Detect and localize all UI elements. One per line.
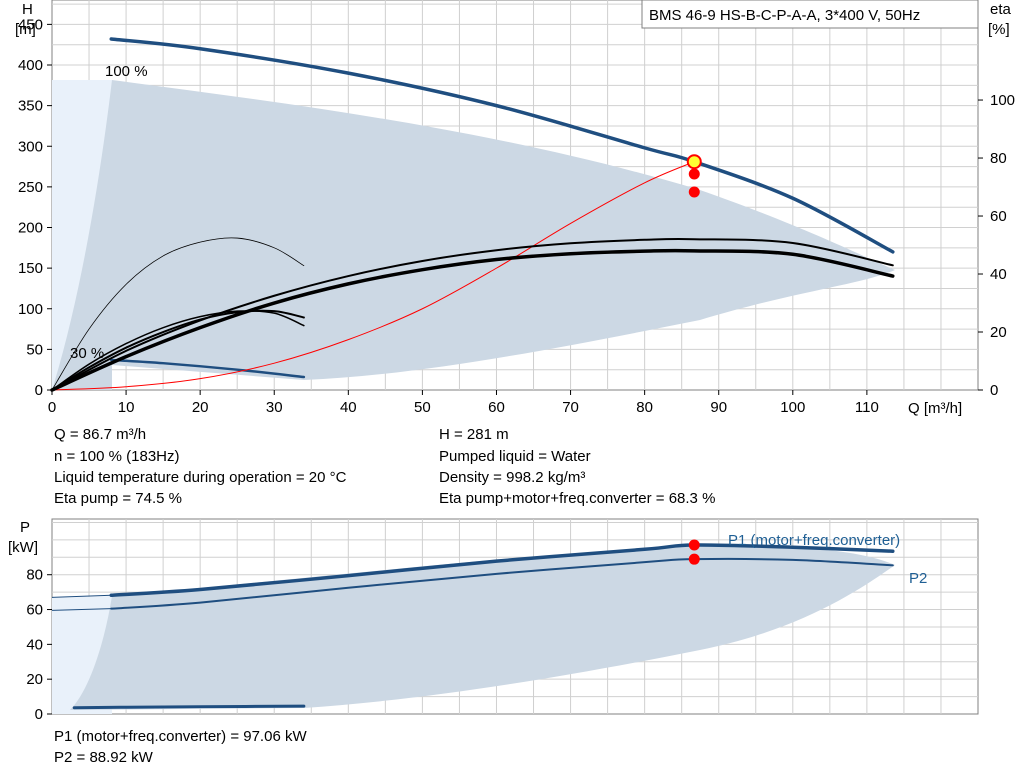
info-n: n = 100 % (183Hz) <box>54 448 180 465</box>
operating-range-area <box>112 80 895 380</box>
p-axis-symbol: P <box>20 519 30 536</box>
eta-pump-curve-100 <box>50 248 895 392</box>
x-tick-label: 20 <box>192 399 209 416</box>
y-tick-label: 450 <box>18 16 43 33</box>
y-tick-label: 400 <box>18 57 43 74</box>
info-eta-total: Eta pump+motor+freq.converter = 68.3 % <box>439 490 715 507</box>
eta-pump-curve-30 <box>51 309 305 391</box>
duty-point-head <box>686 154 702 170</box>
x-tick-label: 60 <box>488 399 505 416</box>
y2-tick-label: 20 <box>990 324 1007 341</box>
y-tick-label: 150 <box>18 260 43 277</box>
p1-series-label: P1 (motor+freq.converter) <box>728 532 900 549</box>
eta-axis-unit: [%] <box>988 21 1010 38</box>
info-eta-pump: Eta pump = 74.5 % <box>54 490 182 507</box>
info-density: Density = 998.2 kg/m³ <box>439 469 585 486</box>
top-x-ticks: 0 10 20 30 40 50 60 70 80 90 100 110 <box>48 390 879 416</box>
y-tick-label: 300 <box>18 138 43 155</box>
duty-point-eta <box>688 186 700 198</box>
y-tick-label: 200 <box>18 220 43 237</box>
duty-point-power <box>688 539 700 551</box>
y-tick-label: 0 <box>35 382 43 399</box>
x-tick-label: 70 <box>562 399 579 416</box>
y-tick-label: 350 <box>18 98 43 115</box>
y-tick-label: 250 <box>18 179 43 196</box>
p1-curve-100 <box>109 543 895 598</box>
info-p2: P2 = 88.92 kW <box>54 749 154 766</box>
x-tick-label: 100 <box>780 399 805 416</box>
system-curve <box>51 161 695 391</box>
info-p1: P1 (motor+freq.converter) = 97.06 kW <box>54 728 307 745</box>
eta-axis-symbol: eta <box>990 1 1012 18</box>
power-range-area <box>70 545 895 710</box>
bottom-series <box>51 543 895 710</box>
top-y-ticks: 0 50 100 150 200 250 300 350 400 450 <box>18 16 52 399</box>
x-tick-label: 110 <box>855 399 879 416</box>
duty-point-eta <box>688 168 700 180</box>
p-tick-label: 80 <box>26 567 43 584</box>
y2-tick-label: 60 <box>990 208 1007 225</box>
top-duty-points <box>686 154 702 198</box>
head-curve-30 <box>110 358 306 379</box>
bottom-y-ticks: 0 20 40 60 80 <box>26 567 52 723</box>
y2-tick-label: 100 <box>990 92 1015 109</box>
x-tick-label: 0 <box>48 399 56 416</box>
model-label: BMS 46-9 HS-B-C-P-A-A, 3*400 V, 50Hz <box>649 7 920 24</box>
x-tick-label: 90 <box>710 399 727 416</box>
x-tick-label: 10 <box>118 399 135 416</box>
x-tick-label: 30 <box>266 399 283 416</box>
model-label-box <box>641 0 979 29</box>
p-tick-label: 60 <box>26 602 43 619</box>
p2-series-label: P2 <box>909 570 927 587</box>
top-y2-ticks: 0 20 40 60 80 100 <box>978 92 1015 399</box>
y2-tick-label: 40 <box>990 266 1007 283</box>
range-lower-left-boundary <box>52 80 112 390</box>
x-tick-label: 50 <box>414 399 431 416</box>
eta-total-curve-30 <box>51 310 305 391</box>
info-q: Q = 86.7 m³/h <box>54 426 146 443</box>
p-tick-label: 0 <box>35 706 43 723</box>
p-tick-label: 20 <box>26 671 43 688</box>
h-axis-unit: [m] <box>15 21 36 38</box>
info-temp: Liquid temperature during operation = 20… <box>54 469 347 486</box>
speed-100-label: 100 % <box>105 63 148 80</box>
q-axis-label: Q [m³/h] <box>908 400 962 417</box>
p-axis-unit: [kW] <box>8 539 38 556</box>
power-plot: 0 20 40 60 80 P [kW] P1 (motor+freq.converte… <box>8 518 979 723</box>
y2-tick-label: 0 <box>990 382 998 399</box>
p-tick-label: 40 <box>26 636 43 653</box>
y2-tick-label: 80 <box>990 150 1007 167</box>
duty-point-power <box>688 553 700 565</box>
power-curve-30 <box>72 704 306 710</box>
p1-stub <box>51 594 112 598</box>
head-curve-30-thin <box>51 237 305 391</box>
head-curve-100 <box>109 37 895 254</box>
duty-point-info: Q = 86.7 m³/h H = 281 m n = 100 % (183Hz… <box>54 426 715 507</box>
p2-curve-100 <box>110 557 894 610</box>
x-tick-label: 80 <box>636 399 653 416</box>
speed-30-label: 30 % <box>70 345 104 362</box>
p2-stub <box>51 608 112 611</box>
info-liquid: Pumped liquid = Water <box>439 448 591 465</box>
x-tick-label: 40 <box>340 399 357 416</box>
y-tick-label: 100 <box>18 301 43 318</box>
head-efficiency-plot: 0 10 20 30 40 50 60 70 80 90 100 110 05010015020025… <box>15 0 1015 417</box>
bottom-duty-points <box>688 539 700 565</box>
h-axis-symbol: H <box>22 1 33 18</box>
eta-total-curve-100 <box>51 237 894 391</box>
power-info: P1 (motor+freq.converter) = 97.06 kW P2 … <box>54 728 307 766</box>
info-h: H = 281 m <box>439 426 509 443</box>
y-tick-label: 50 <box>26 341 43 358</box>
top-series <box>50 37 895 392</box>
